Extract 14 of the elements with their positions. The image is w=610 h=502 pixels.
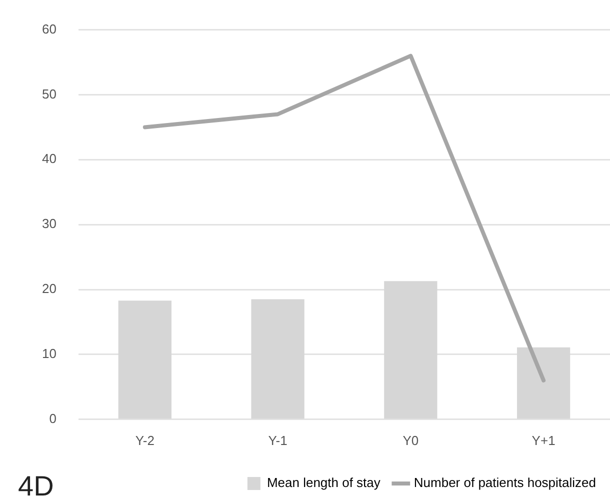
x-tick-label: Y0 xyxy=(402,432,419,448)
legend-label: Mean length of stay xyxy=(266,475,381,490)
y-tick-label: 50 xyxy=(42,86,56,102)
y-tick-label: 10 xyxy=(42,346,56,362)
y-tick-label: 30 xyxy=(42,216,56,232)
y-tick-label: 20 xyxy=(42,281,56,296)
y-tick-label: 0 xyxy=(49,410,56,426)
y-tick-label: 60 xyxy=(42,21,56,36)
x-tick-label: Y-2 xyxy=(135,432,154,448)
legend-label: Number of patients hospitalized xyxy=(414,475,596,490)
y-tick-label: 40 xyxy=(42,151,56,166)
x-tick-label: Y-1 xyxy=(268,432,288,448)
x-tick-label: Y+1 xyxy=(532,432,556,448)
text: 4D xyxy=(18,470,54,502)
